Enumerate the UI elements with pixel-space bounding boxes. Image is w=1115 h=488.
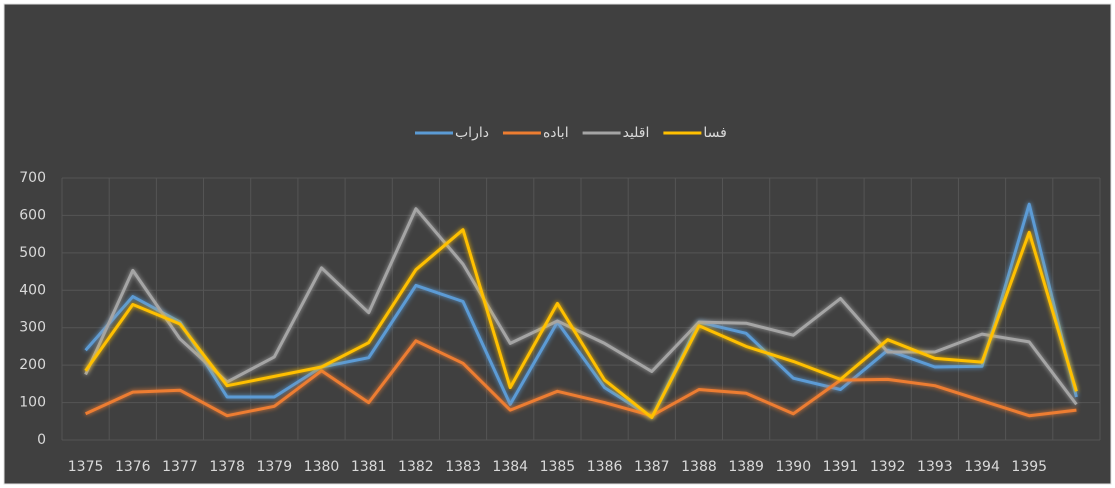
chart-background <box>3 3 1112 485</box>
x-tick-label: 1386 <box>587 459 623 475</box>
y-tick-label: 0 <box>37 432 46 448</box>
x-tick-label: 1389 <box>728 459 764 475</box>
series-line <box>84 228 1078 419</box>
legend-label: فسا <box>703 125 726 141</box>
x-tick-label: 1391 <box>823 459 859 475</box>
x-tick-label: 1383 <box>445 459 481 475</box>
y-tick-label: 300 <box>19 320 46 336</box>
x-tick-label: 1378 <box>209 459 245 475</box>
legend-label: اقلید <box>623 125 650 141</box>
x-tick-label: 1377 <box>162 459 198 475</box>
legend-label: داراب <box>455 125 489 141</box>
x-tick-label: 1395 <box>1011 459 1047 475</box>
x-tick-label: 1382 <box>398 459 434 475</box>
x-tick-label: 1392 <box>870 459 906 475</box>
legend-label: اباده <box>543 125 569 141</box>
series-line <box>84 339 1077 418</box>
series-line <box>84 207 1078 406</box>
x-tick-label: 1390 <box>775 459 811 475</box>
x-tick-label: 1376 <box>115 459 151 475</box>
x-tick-label: 1394 <box>964 459 1000 475</box>
series-line <box>84 202 1078 419</box>
y-tick-label: 500 <box>19 245 46 261</box>
y-tick-label: 100 <box>19 395 46 411</box>
y-tick-label: 600 <box>19 207 46 223</box>
x-tick-label: 1375 <box>68 459 104 475</box>
y-tick-label: 400 <box>19 282 46 298</box>
x-tick-label: 1384 <box>492 459 528 475</box>
x-tick-label: 1381 <box>351 459 387 475</box>
y-tick-label: 700 <box>19 170 46 186</box>
x-tick-label: 1380 <box>304 459 340 475</box>
x-tick-label: 1393 <box>917 459 953 475</box>
x-tick-label: 1387 <box>634 459 670 475</box>
x-tick-label: 1385 <box>540 459 576 475</box>
x-tick-label: 1388 <box>681 459 717 475</box>
x-tick-label: 1379 <box>256 459 292 475</box>
y-tick-label: 200 <box>19 357 46 373</box>
